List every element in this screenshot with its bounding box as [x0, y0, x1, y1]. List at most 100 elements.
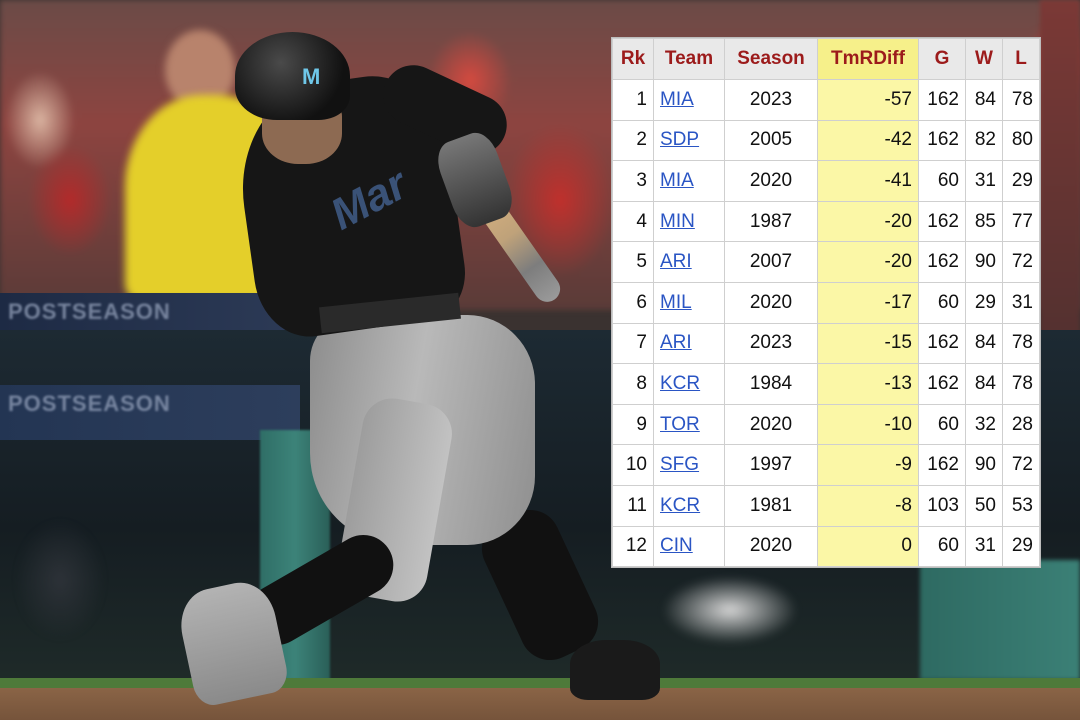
table-row: 1 MIA 2023 -57 162 84 78	[612, 79, 1040, 121]
games-cell: 60	[918, 281, 966, 324]
rank-cell: 9	[612, 403, 654, 446]
team-cell: TOR	[653, 403, 725, 446]
table-row: 8 KCR 1984 -13 162 84 78	[612, 363, 1040, 405]
team-link[interactable]: ARI	[660, 251, 692, 273]
losses-cell: 29	[1002, 525, 1040, 568]
losses-cell: 78	[1002, 363, 1040, 405]
column-header-season[interactable]: Season	[724, 38, 818, 80]
column-header-tmrdiff[interactable]: TmRDiff	[817, 38, 919, 80]
back-shoe	[570, 640, 660, 700]
games-cell: 162	[918, 79, 966, 121]
games-cell: 162	[918, 363, 966, 405]
tmrdiff-cell: -17	[817, 281, 919, 324]
column-header-w[interactable]: W	[965, 38, 1003, 80]
tmrdiff-cell: -20	[817, 241, 919, 283]
losses-cell: 31	[1002, 281, 1040, 324]
losses-cell: 78	[1002, 322, 1040, 365]
wins-cell: 84	[965, 363, 1003, 405]
losses-cell: 78	[1002, 79, 1040, 121]
losses-cell: 53	[1002, 484, 1040, 527]
team-link[interactable]: KCR	[660, 372, 701, 394]
team-link[interactable]: TOR	[660, 413, 700, 435]
banner-top-text: POSTSEASON	[8, 299, 171, 324]
column-header-g[interactable]: G	[918, 38, 966, 80]
column-header-l[interactable]: L	[1002, 38, 1040, 80]
team-cell: ARI	[653, 322, 725, 365]
rank-cell: 1	[612, 79, 654, 121]
team-cell: MIL	[653, 281, 725, 324]
team-link[interactable]: MIL	[660, 291, 692, 313]
games-cell: 162	[918, 322, 966, 365]
rank-cell: 6	[612, 281, 654, 324]
column-header-team[interactable]: Team	[653, 38, 725, 80]
losses-cell: 77	[1002, 200, 1040, 243]
rank-cell: 12	[612, 525, 654, 568]
dugout-player	[0, 490, 140, 670]
team-cell: MIA	[653, 79, 725, 121]
tmrdiff-cell: -13	[817, 363, 919, 405]
tmrdiff-cell: -10	[817, 403, 919, 446]
team-link[interactable]: ARI	[660, 332, 692, 354]
tmrdiff-cell: -42	[817, 119, 919, 162]
table-row: 5 ARI 2007 -20 162 90 72	[612, 241, 1040, 283]
tmrdiff-cell: 0	[817, 525, 919, 568]
games-cell: 60	[918, 403, 966, 446]
table-row: 2 SDP 2005 -42 162 82 80	[612, 119, 1040, 162]
team-cell: SFG	[653, 444, 725, 486]
wins-cell: 50	[965, 484, 1003, 527]
team-link[interactable]: SFG	[660, 454, 700, 476]
table-row: 12 CIN 2020 0 60 31 29	[612, 525, 1040, 568]
wins-cell: 82	[965, 119, 1003, 162]
table-header-row: Rk Team Season TmRDiff G W L	[612, 38, 1040, 80]
games-cell: 162	[918, 119, 966, 162]
season-cell: 1987	[724, 200, 818, 243]
table-row: 7 ARI 2023 -15 162 84 78	[612, 322, 1040, 365]
season-cell: 1981	[724, 484, 818, 527]
season-cell: 1984	[724, 363, 818, 405]
tmrdiff-cell: -15	[817, 322, 919, 365]
team-link[interactable]: MIA	[660, 88, 694, 110]
losses-cell: 80	[1002, 119, 1040, 162]
dugout-rail-right	[920, 560, 1080, 680]
wins-cell: 31	[965, 160, 1003, 202]
table-row: 11 KCR 1981 -8 103 50 53	[612, 484, 1040, 527]
season-cell: 2005	[724, 119, 818, 162]
team-cell: ARI	[653, 241, 725, 283]
season-cell: 2023	[724, 79, 818, 121]
wins-cell: 31	[965, 525, 1003, 568]
season-cell: 2020	[724, 281, 818, 324]
table-row: 4 MIN 1987 -20 162 85 77	[612, 200, 1040, 243]
losses-cell: 28	[1002, 403, 1040, 446]
rank-cell: 7	[612, 322, 654, 365]
losses-cell: 72	[1002, 444, 1040, 486]
wins-cell: 29	[965, 281, 1003, 324]
games-cell: 60	[918, 525, 966, 568]
tmrdiff-cell: -9	[817, 444, 919, 486]
wins-cell: 85	[965, 200, 1003, 243]
games-cell: 162	[918, 200, 966, 243]
tmrdiff-cell: -20	[817, 200, 919, 243]
rank-cell: 11	[612, 484, 654, 527]
team-link[interactable]: KCR	[660, 494, 701, 516]
table-row: 6 MIL 2020 -17 60 29 31	[612, 281, 1040, 324]
banner-mid-text: POSTSEASON	[8, 391, 171, 416]
team-link[interactable]: MIN	[660, 210, 695, 232]
wins-cell: 84	[965, 79, 1003, 121]
season-cell: 2020	[724, 403, 818, 446]
postseason-banner-top: POSTSEASON	[0, 293, 330, 331]
team-link[interactable]: SDP	[660, 129, 700, 151]
team-cell: CIN	[653, 525, 725, 568]
team-cell: KCR	[653, 484, 725, 527]
tmrdiff-cell: -8	[817, 484, 919, 527]
dugout-player-white	[640, 560, 820, 660]
column-header-rk[interactable]: Rk	[612, 38, 654, 80]
team-cell: SDP	[653, 119, 725, 162]
rank-cell: 4	[612, 200, 654, 243]
infield-dirt	[0, 688, 1080, 720]
rank-cell: 8	[612, 363, 654, 405]
season-cell: 2007	[724, 241, 818, 283]
team-link[interactable]: MIA	[660, 169, 694, 191]
wins-cell: 90	[965, 444, 1003, 486]
team-link[interactable]: CIN	[660, 535, 693, 557]
